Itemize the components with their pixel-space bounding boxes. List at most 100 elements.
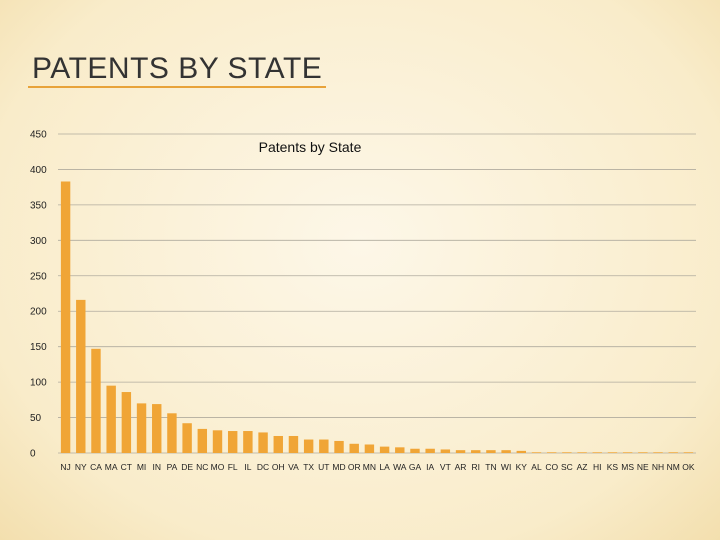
- bar-il: [243, 431, 253, 453]
- x-tick-label: SC: [561, 462, 573, 472]
- x-tick-label: TN: [485, 462, 496, 472]
- bar-mi: [136, 403, 147, 453]
- y-tick-label: 150: [30, 342, 47, 353]
- x-tick-label: DE: [181, 462, 193, 472]
- bar-hi: [592, 452, 602, 453]
- x-tick-label: DC: [257, 462, 269, 472]
- bar-series: [60, 181, 694, 454]
- x-tick-label: MN: [363, 462, 376, 472]
- bar-tn: [486, 450, 496, 453]
- bar-ct: [121, 392, 132, 453]
- x-tick-label: GA: [409, 462, 422, 472]
- y-tick-label: 300: [30, 236, 47, 247]
- bar-pa: [167, 413, 177, 453]
- bar-ca: [91, 348, 101, 453]
- gridlines: [58, 133, 696, 454]
- bar-ia: [425, 448, 435, 453]
- x-tick-label: VT: [440, 462, 451, 472]
- x-tick-label: MA: [105, 462, 118, 472]
- bar-dc: [258, 432, 268, 453]
- x-tick-label: IA: [426, 462, 434, 472]
- y-axis-ticks: 0 50 100 150 200 250 300 350 400 450: [30, 130, 47, 460]
- x-tick-label: CO: [545, 462, 558, 472]
- bar-wa: [395, 447, 405, 453]
- chart-title: Patents by State: [259, 139, 362, 155]
- bar-ut: [319, 439, 329, 453]
- y-tick-label: 400: [30, 165, 47, 176]
- bar-fl: [227, 431, 238, 453]
- bar-nh: [653, 452, 663, 453]
- bar-az: [577, 452, 587, 453]
- x-tick-label: RI: [471, 462, 480, 472]
- bar-nj: [60, 181, 71, 454]
- x-tick-label: UT: [318, 462, 329, 472]
- x-tick-label: OK: [682, 462, 695, 472]
- x-tick-label: AR: [455, 462, 467, 472]
- bar-vt: [440, 449, 451, 453]
- bar-or: [349, 443, 359, 453]
- bar-nc: [197, 428, 208, 453]
- bar-ga: [410, 448, 420, 453]
- slide-title: PATENTS BY STATE: [32, 52, 323, 85]
- bar-tx: [303, 439, 314, 453]
- x-tick-label: NJ: [60, 462, 70, 472]
- bar-ar: [455, 450, 466, 453]
- bar-ok: [683, 452, 694, 453]
- y-tick-label: 200: [30, 307, 47, 318]
- bar-mo: [212, 430, 223, 453]
- x-tick-label: WA: [393, 462, 407, 472]
- x-tick-label: AZ: [577, 462, 588, 472]
- bar-ne: [638, 452, 648, 453]
- x-tick-label: FL: [228, 462, 238, 472]
- x-tick-label: NE: [637, 462, 649, 472]
- bar-de: [182, 423, 192, 453]
- bar-ks: [607, 452, 618, 453]
- x-tick-label: PA: [167, 462, 178, 472]
- title-underline: [28, 86, 326, 88]
- bar-in: [152, 404, 162, 453]
- bar-co: [546, 452, 557, 453]
- bar-ms: [622, 452, 633, 453]
- x-axis-ticks: NJ NY CA MA CT MI IN PA DE NC MO FL IL DC OH VA TX UT MD OR…: [60, 462, 694, 472]
- y-tick-label: 100: [30, 378, 47, 389]
- x-tick-label: MD: [332, 462, 345, 472]
- y-tick-label: 50: [30, 413, 42, 424]
- bar-ky: [516, 450, 527, 453]
- x-tick-label: MO: [211, 462, 225, 472]
- x-tick-label: OR: [348, 462, 361, 472]
- bar-ny: [76, 299, 86, 453]
- bar-al: [531, 452, 542, 453]
- x-tick-label: CT: [121, 462, 132, 472]
- bar-md: [334, 440, 344, 453]
- x-tick-label: WI: [501, 462, 511, 472]
- x-tick-label: IL: [244, 462, 251, 472]
- x-tick-label: TX: [303, 462, 314, 472]
- x-tick-label: NH: [652, 462, 664, 472]
- bar-mn: [364, 444, 375, 453]
- x-tick-label: VA: [288, 462, 299, 472]
- y-tick-label: 350: [30, 200, 47, 211]
- x-tick-label: LA: [379, 462, 390, 472]
- x-tick-label: MI: [137, 462, 146, 472]
- bar-nm: [668, 452, 678, 453]
- bar-ri: [471, 450, 481, 453]
- x-tick-label: IN: [152, 462, 161, 472]
- bar-wi: [501, 450, 511, 453]
- y-tick-label: 450: [30, 130, 47, 141]
- x-tick-label: OH: [272, 462, 285, 472]
- bar-ma: [106, 385, 116, 453]
- x-tick-label: HI: [593, 462, 602, 472]
- x-tick-label: AL: [531, 462, 542, 472]
- bar-la: [379, 446, 390, 453]
- y-tick-label: 0: [30, 449, 36, 460]
- x-tick-label: KS: [607, 462, 619, 472]
- bar-va: [288, 435, 299, 453]
- x-tick-label: NC: [196, 462, 208, 472]
- bar-sc: [562, 452, 572, 453]
- x-tick-label: KY: [516, 462, 528, 472]
- x-tick-label: NM: [667, 462, 680, 472]
- x-tick-label: CA: [90, 462, 102, 472]
- x-tick-label: MS: [621, 462, 634, 472]
- x-tick-label: NY: [75, 462, 87, 472]
